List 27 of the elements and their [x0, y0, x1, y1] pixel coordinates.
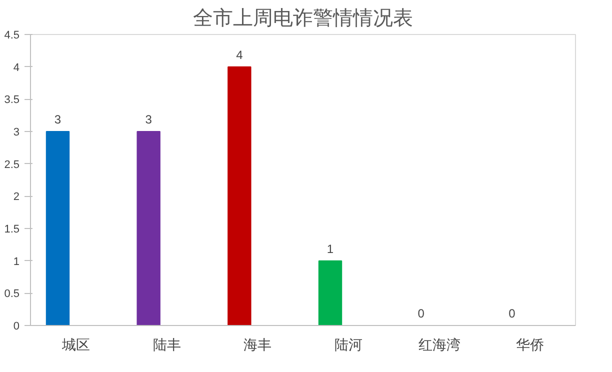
bar — [136, 131, 160, 326]
chart-title: 全市上周电诈警情情况表 — [193, 8, 413, 30]
data-label: 0 — [418, 306, 425, 320]
data-label: 3 — [145, 112, 152, 126]
data-label: 0 — [508, 306, 516, 320]
y-tick-label: 4 — [13, 62, 20, 74]
x-tick-label: 红海湾 — [418, 336, 460, 352]
data-label: 3 — [54, 112, 62, 126]
y-tick-label: 3.5 — [4, 94, 20, 106]
y-tick-label: 4.5 — [4, 30, 20, 42]
x-tick-label: 陆河 — [334, 336, 362, 352]
y-tick-label: 3 — [13, 126, 20, 138]
y-tick-label: 0 — [13, 320, 20, 332]
bar — [46, 131, 70, 326]
data-label: 4 — [236, 48, 244, 62]
x-tick-label: 陆丰 — [152, 336, 181, 352]
x-tick-label: 城区 — [60, 336, 90, 352]
y-tick-label: 2 — [13, 191, 20, 204]
x-tick-label: 海丰 — [244, 336, 272, 352]
bar — [228, 66, 252, 326]
x-tick-label: 华侨 — [516, 336, 544, 352]
y-tick-label: 1 — [13, 256, 20, 268]
data-label: 1 — [326, 242, 334, 256]
y-tick-label: 1.5 — [4, 224, 20, 236]
y-tick-label: 2.5 — [4, 158, 20, 171]
bar — [318, 260, 342, 326]
y-tick-label: 0.5 — [4, 288, 20, 300]
